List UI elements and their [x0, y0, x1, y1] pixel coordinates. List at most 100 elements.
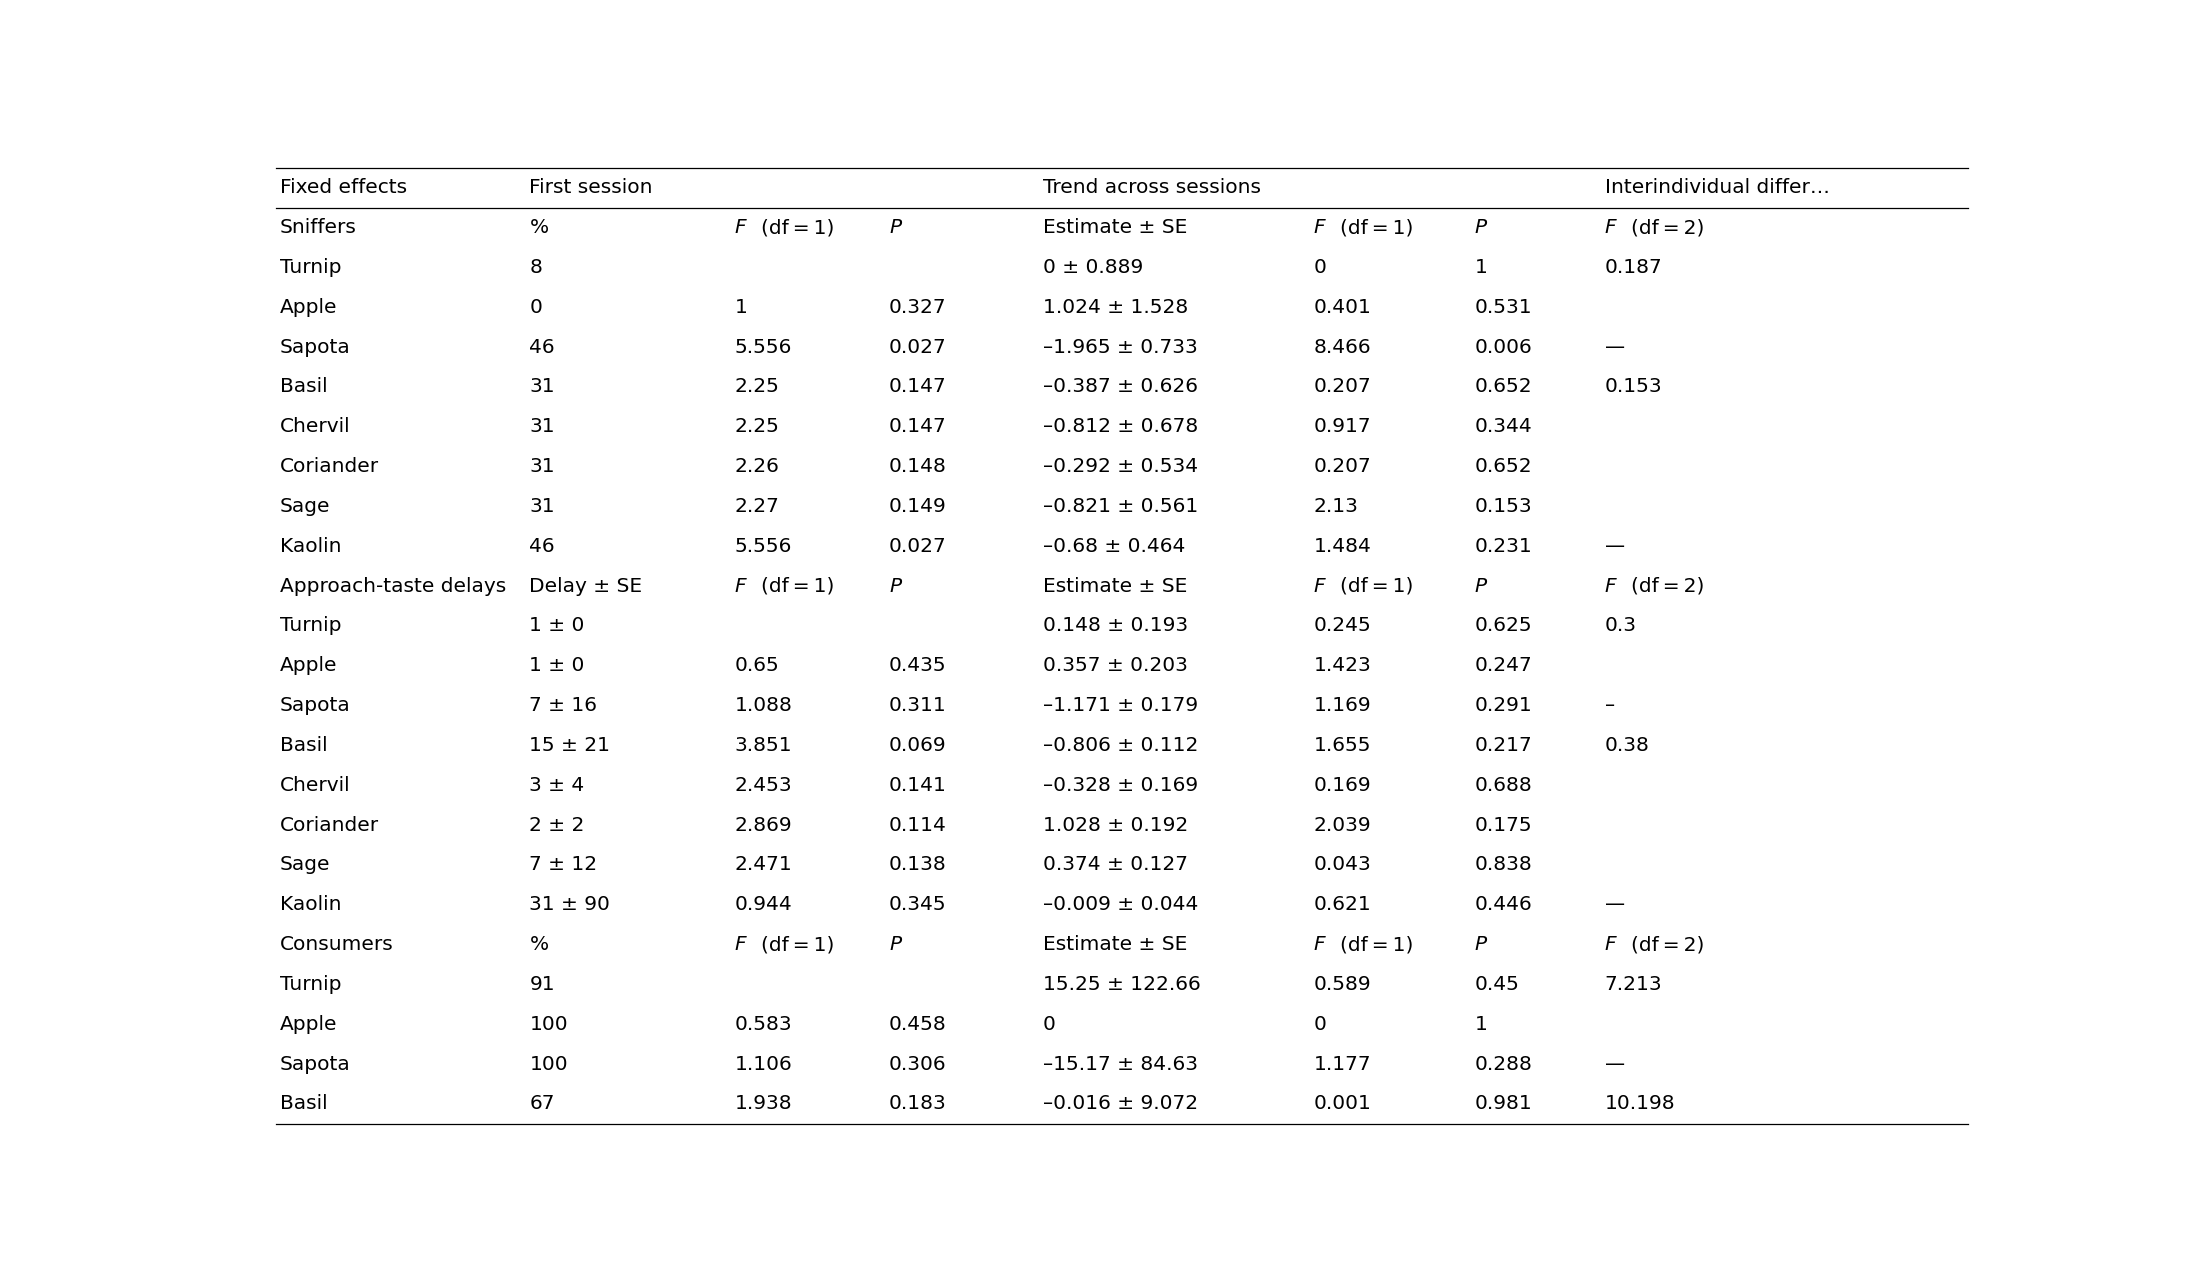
- Text: 0.625: 0.625: [1476, 616, 1533, 635]
- Text: 0.3: 0.3: [1604, 616, 1637, 635]
- Text: 31: 31: [530, 378, 554, 397]
- Text: 1.177: 1.177: [1314, 1054, 1372, 1073]
- Text: 0.291: 0.291: [1476, 697, 1533, 715]
- Text: 0 ± 0.889: 0 ± 0.889: [1043, 258, 1144, 277]
- Text: 2 ± 2: 2 ± 2: [530, 815, 585, 835]
- Text: 0: 0: [530, 297, 543, 316]
- Text: 0.345: 0.345: [888, 896, 948, 915]
- Text: –0.328 ± 0.169: –0.328 ± 0.169: [1043, 776, 1197, 795]
- Text: 31: 31: [530, 417, 554, 436]
- Text: 0.531: 0.531: [1476, 297, 1533, 316]
- Text: 0.027: 0.027: [888, 338, 948, 356]
- Text: (df = 2): (df = 2): [1626, 935, 1705, 954]
- Text: 0.311: 0.311: [888, 697, 948, 715]
- Text: 0.45: 0.45: [1476, 975, 1520, 994]
- Text: 2.471: 2.471: [736, 855, 793, 874]
- Text: 1.484: 1.484: [1314, 537, 1372, 556]
- Text: 3 ± 4: 3 ± 4: [530, 776, 585, 795]
- Text: 0.401: 0.401: [1314, 297, 1372, 316]
- Text: 31: 31: [530, 457, 554, 476]
- Text: 0.207: 0.207: [1314, 457, 1372, 476]
- Text: Turnip: Turnip: [281, 616, 340, 635]
- Text: 67: 67: [530, 1095, 554, 1114]
- Text: First session: First session: [530, 179, 654, 198]
- Text: (df = 1): (df = 1): [1336, 935, 1414, 954]
- Text: 0.65: 0.65: [736, 656, 780, 675]
- Text: 0.583: 0.583: [736, 1014, 793, 1034]
- Text: Sniffers: Sniffers: [281, 218, 356, 237]
- Text: 15.25 ± 122.66: 15.25 ± 122.66: [1043, 975, 1202, 994]
- Text: 2.25: 2.25: [736, 417, 780, 436]
- Text: 31 ± 90: 31 ± 90: [530, 896, 610, 915]
- Text: 0.149: 0.149: [888, 496, 948, 516]
- Text: –0.016 ± 9.072: –0.016 ± 9.072: [1043, 1095, 1197, 1114]
- Text: F: F: [736, 935, 747, 954]
- Text: 0.374 ± 0.127: 0.374 ± 0.127: [1043, 855, 1188, 874]
- Text: F: F: [1314, 935, 1325, 954]
- Text: F: F: [1604, 935, 1617, 954]
- Text: 2.25: 2.25: [736, 378, 780, 397]
- Text: 0.589: 0.589: [1314, 975, 1372, 994]
- Text: 0.006: 0.006: [1476, 338, 1533, 356]
- Text: —: —: [1604, 896, 1626, 915]
- Text: 0.175: 0.175: [1476, 815, 1533, 835]
- Text: P: P: [1476, 577, 1487, 596]
- Text: 0.306: 0.306: [888, 1054, 948, 1073]
- Text: 8.466: 8.466: [1314, 338, 1372, 356]
- Text: 1.655: 1.655: [1314, 736, 1372, 755]
- Text: 1.088: 1.088: [736, 697, 793, 715]
- Text: F: F: [736, 577, 747, 596]
- Text: Estimate ± SE: Estimate ± SE: [1043, 577, 1188, 596]
- Text: 0.114: 0.114: [888, 815, 948, 835]
- Text: Apple: Apple: [281, 1014, 338, 1034]
- Text: 0: 0: [1314, 1014, 1325, 1034]
- Text: 0.652: 0.652: [1476, 457, 1533, 476]
- Text: 0.148 ± 0.193: 0.148 ± 0.193: [1043, 616, 1188, 635]
- Text: 0.288: 0.288: [1476, 1054, 1533, 1073]
- Text: 0.344: 0.344: [1476, 417, 1533, 436]
- Text: —: —: [1604, 1054, 1626, 1073]
- Text: 1.028 ± 0.192: 1.028 ± 0.192: [1043, 815, 1188, 835]
- Text: 0.148: 0.148: [888, 457, 948, 476]
- Text: 1.106: 1.106: [736, 1054, 793, 1073]
- Text: Apple: Apple: [281, 656, 338, 675]
- Text: –1.171 ± 0.179: –1.171 ± 0.179: [1043, 697, 1197, 715]
- Text: 0.981: 0.981: [1476, 1095, 1533, 1114]
- Text: 1.423: 1.423: [1314, 656, 1372, 675]
- Text: 0.458: 0.458: [888, 1014, 948, 1034]
- Text: (df = 1): (df = 1): [1336, 218, 1414, 237]
- Text: 0.652: 0.652: [1476, 378, 1533, 397]
- Text: Chervil: Chervil: [281, 417, 351, 436]
- Text: 0.217: 0.217: [1476, 736, 1533, 755]
- Text: –1.965 ± 0.733: –1.965 ± 0.733: [1043, 338, 1197, 356]
- Text: Basil: Basil: [281, 378, 327, 397]
- Text: 100: 100: [530, 1014, 568, 1034]
- Text: 100: 100: [530, 1054, 568, 1073]
- Text: 1 ± 0: 1 ± 0: [530, 616, 585, 635]
- Text: Consumers: Consumers: [281, 935, 393, 954]
- Text: 0.187: 0.187: [1604, 258, 1663, 277]
- Text: P: P: [888, 577, 901, 596]
- Text: Sage: Sage: [281, 855, 329, 874]
- Text: –0.387 ± 0.626: –0.387 ± 0.626: [1043, 378, 1197, 397]
- Text: 0.231: 0.231: [1476, 537, 1533, 556]
- Text: 0.153: 0.153: [1476, 496, 1533, 516]
- Text: Sapota: Sapota: [281, 697, 351, 715]
- Text: Coriander: Coriander: [281, 815, 378, 835]
- Text: 46: 46: [530, 537, 554, 556]
- Text: Kaolin: Kaolin: [281, 896, 340, 915]
- Text: 0.247: 0.247: [1476, 656, 1533, 675]
- Text: Turnip: Turnip: [281, 258, 340, 277]
- Text: 0.944: 0.944: [736, 896, 793, 915]
- Text: Fixed effects: Fixed effects: [281, 179, 406, 198]
- Text: Coriander: Coriander: [281, 457, 378, 476]
- Text: 0.147: 0.147: [888, 417, 948, 436]
- Text: F: F: [1604, 218, 1617, 237]
- Text: 3.851: 3.851: [736, 736, 793, 755]
- Text: %: %: [530, 935, 548, 954]
- Text: —: —: [1604, 338, 1626, 356]
- Text: 15 ± 21: 15 ± 21: [530, 736, 610, 755]
- Text: 0.357 ± 0.203: 0.357 ± 0.203: [1043, 656, 1188, 675]
- Text: 0.838: 0.838: [1476, 855, 1533, 874]
- Text: Estimate ± SE: Estimate ± SE: [1043, 218, 1188, 237]
